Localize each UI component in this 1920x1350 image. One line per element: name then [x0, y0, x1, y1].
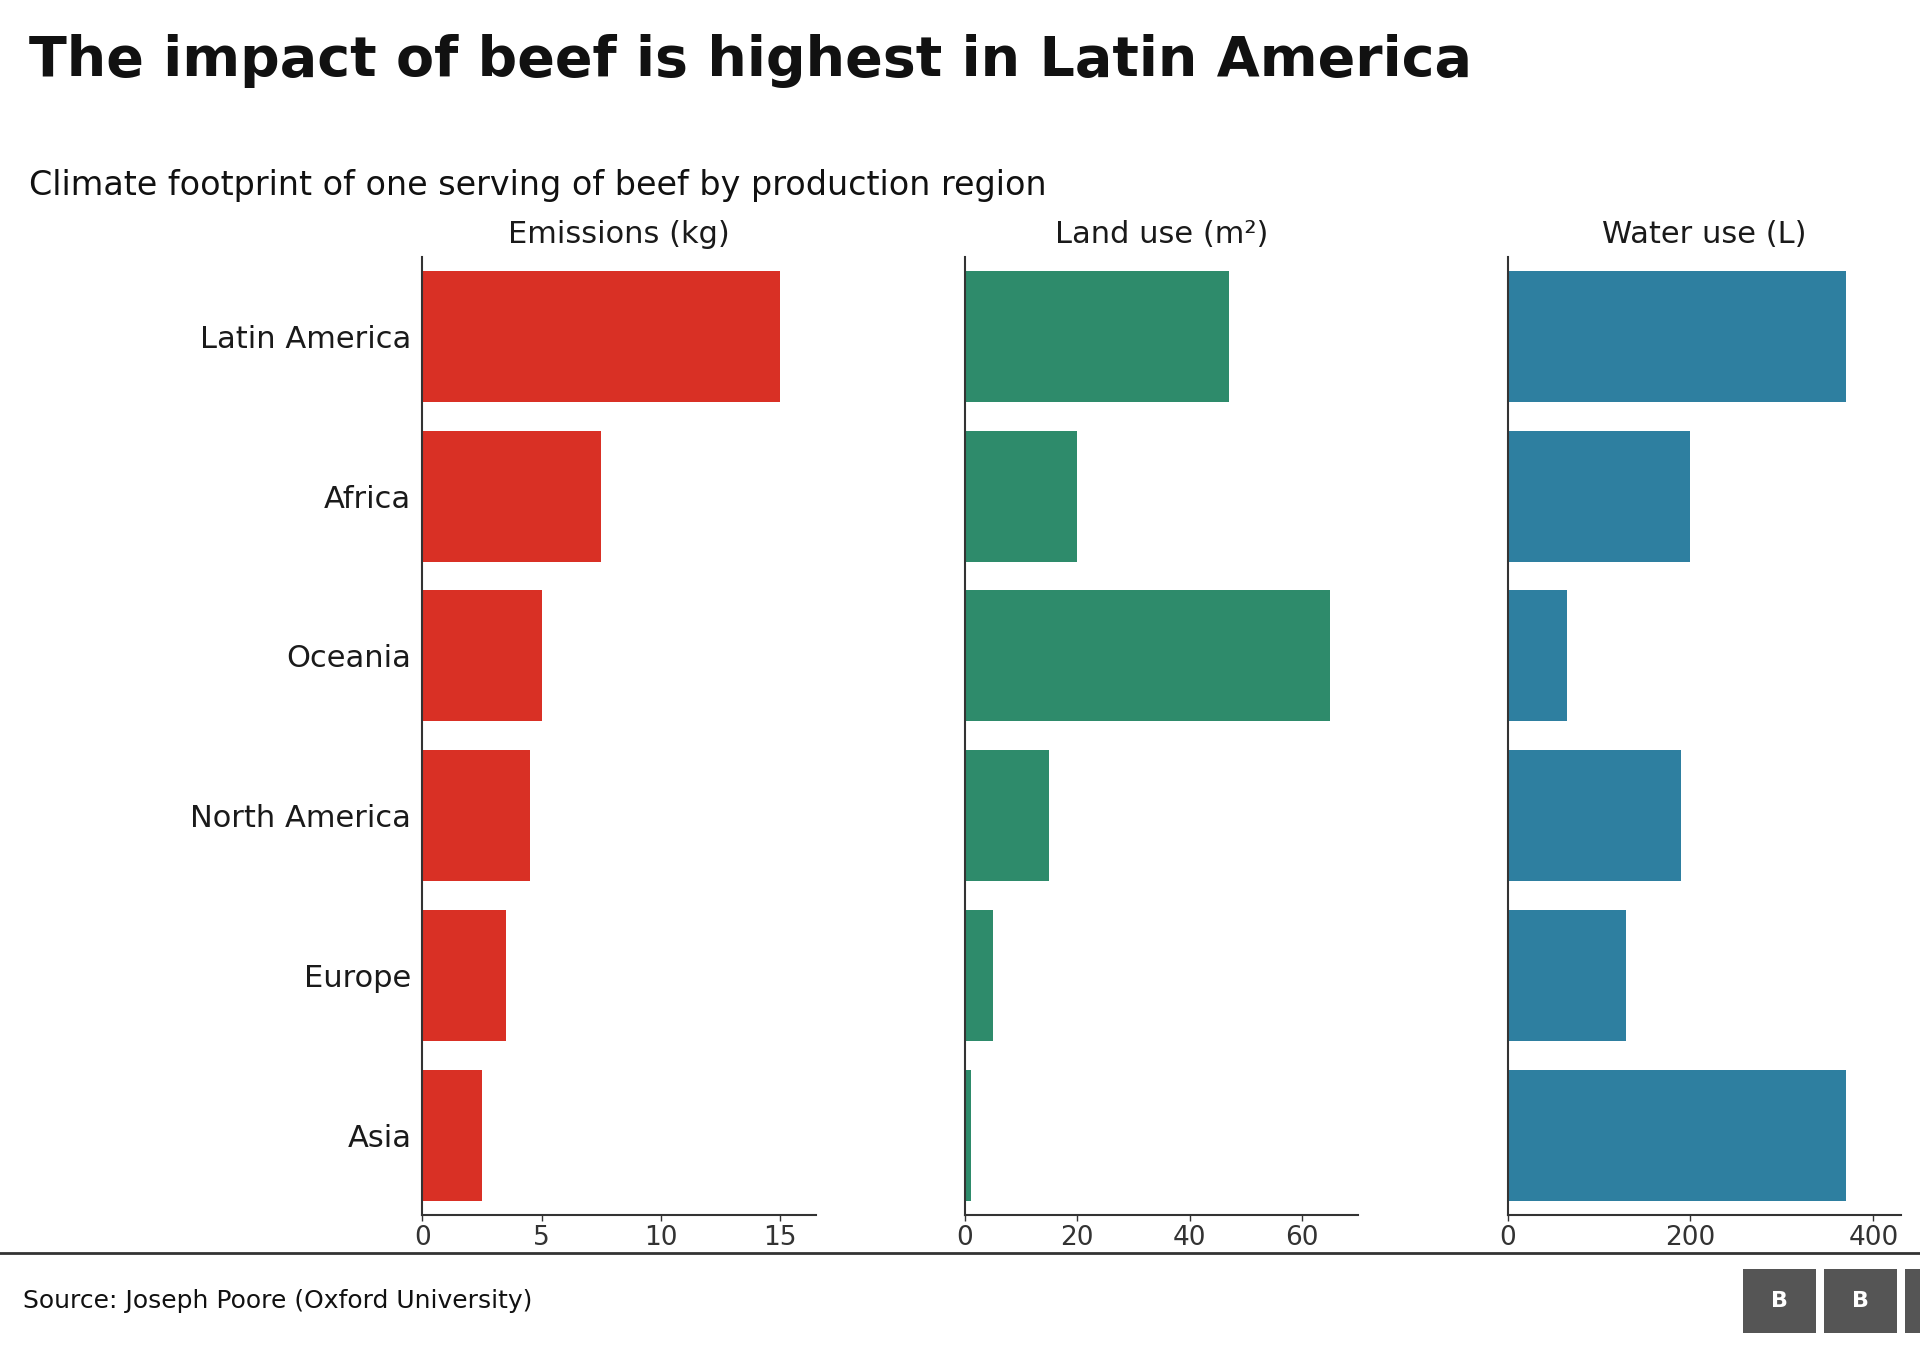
Bar	[1507, 751, 1682, 882]
Bar	[1507, 590, 1567, 721]
Text: Source: Joseph Poore (Oxford University): Source: Joseph Poore (Oxford University)	[23, 1289, 532, 1314]
FancyBboxPatch shape	[1824, 1269, 1897, 1332]
Bar	[966, 271, 1229, 402]
Title: Land use (m²): Land use (m²)	[1054, 220, 1269, 248]
Text: The impact of beef is highest in Latin America: The impact of beef is highest in Latin A…	[29, 34, 1473, 88]
Bar	[422, 910, 505, 1041]
Bar	[1507, 431, 1690, 562]
Title: Emissions (kg): Emissions (kg)	[509, 220, 730, 248]
FancyBboxPatch shape	[1905, 1269, 1920, 1332]
Text: B: B	[1853, 1291, 1868, 1311]
Text: B: B	[1772, 1291, 1788, 1311]
Bar	[966, 1069, 972, 1200]
Bar	[1507, 271, 1845, 402]
Bar	[966, 910, 993, 1041]
Bar	[422, 271, 780, 402]
Bar	[966, 751, 1048, 882]
Title: Water use (L): Water use (L)	[1601, 220, 1807, 248]
Bar	[966, 431, 1077, 562]
Bar	[1507, 1069, 1845, 1200]
Bar	[422, 1069, 482, 1200]
Bar	[422, 590, 541, 721]
Bar	[966, 590, 1331, 721]
FancyBboxPatch shape	[1743, 1269, 1816, 1332]
Bar	[1507, 910, 1626, 1041]
Text: Climate footprint of one serving of beef by production region: Climate footprint of one serving of beef…	[29, 169, 1046, 201]
Bar	[422, 431, 601, 562]
Bar	[422, 751, 530, 882]
